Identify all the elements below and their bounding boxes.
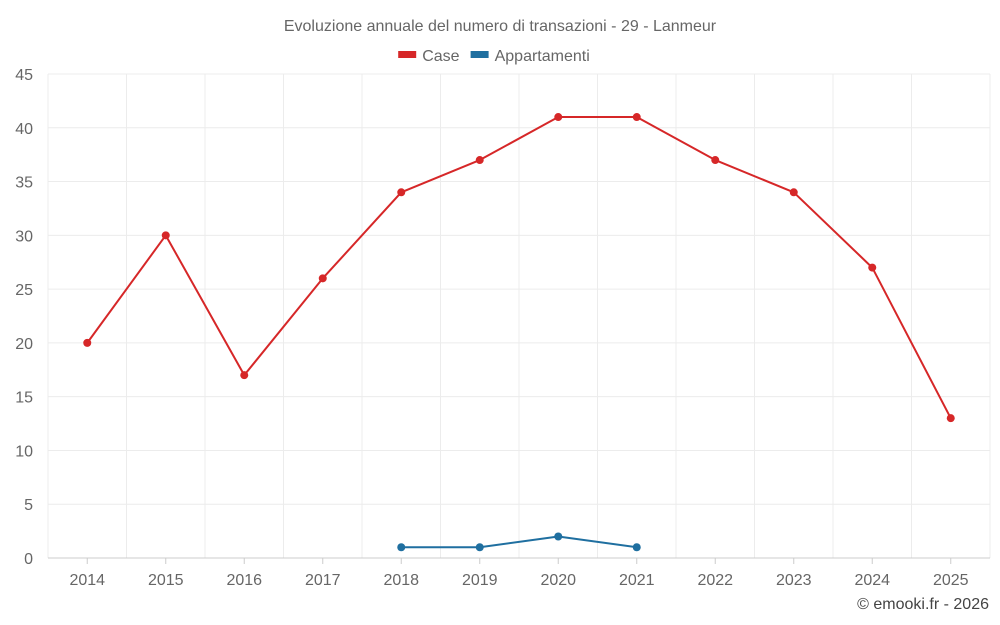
y-tick-label: 20 bbox=[15, 336, 33, 353]
credit-text: © emooki.fr - 2026 bbox=[857, 596, 989, 613]
x-tick-label: 2023 bbox=[776, 572, 812, 589]
data-point-appartamenti[interactable] bbox=[632, 543, 641, 552]
data-point-case[interactable] bbox=[475, 156, 484, 165]
legend-item-appartamenti[interactable]: Appartamenti bbox=[470, 48, 590, 65]
data-point-case[interactable] bbox=[711, 156, 720, 165]
y-tick-label: 35 bbox=[15, 175, 33, 192]
data-point-case[interactable] bbox=[397, 188, 406, 197]
y-tick-label: 30 bbox=[15, 228, 33, 245]
data-point-case[interactable] bbox=[161, 231, 170, 240]
data-point-case[interactable] bbox=[554, 113, 563, 122]
legend-label-case: Case bbox=[422, 48, 459, 65]
data-point-appartamenti[interactable] bbox=[475, 543, 484, 552]
legend-swatch-case bbox=[398, 51, 417, 58]
y-tick-label: 25 bbox=[15, 282, 33, 299]
data-point-case[interactable] bbox=[318, 274, 327, 283]
legend: Case Appartamenti bbox=[398, 48, 590, 65]
x-tick-label: 2017 bbox=[305, 572, 341, 589]
data-point-case[interactable] bbox=[632, 113, 641, 122]
data-point-case[interactable] bbox=[789, 188, 798, 197]
data-point-case[interactable] bbox=[868, 263, 877, 272]
y-tick-label: 45 bbox=[15, 67, 33, 84]
series-layer bbox=[83, 113, 955, 552]
x-tick-label: 2022 bbox=[697, 572, 733, 589]
data-point-case[interactable] bbox=[83, 338, 92, 347]
series-line-appartamenti bbox=[401, 535, 637, 549]
series-line-case bbox=[86, 116, 952, 419]
data-point-case[interactable] bbox=[240, 371, 249, 380]
x-tick-label: 2019 bbox=[462, 572, 498, 589]
y-tick-label: 10 bbox=[15, 443, 33, 460]
x-tick-label: 2025 bbox=[933, 572, 969, 589]
data-point-case[interactable] bbox=[946, 414, 955, 423]
x-tick-label: 2020 bbox=[540, 572, 576, 589]
y-tick-label: 40 bbox=[15, 121, 33, 138]
legend-swatch-appartamenti bbox=[470, 51, 489, 58]
chart-title: Evoluzione annuale del numero di transaz… bbox=[284, 18, 717, 35]
x-tick-label: 2021 bbox=[619, 572, 655, 589]
y-tick-label: 5 bbox=[24, 497, 33, 514]
x-tick-label: 2024 bbox=[854, 572, 890, 589]
data-point-appartamenti[interactable] bbox=[554, 532, 563, 541]
x-tick-label: 2018 bbox=[383, 572, 419, 589]
x-tick-label: 2014 bbox=[69, 572, 105, 589]
y-tick-label: 15 bbox=[15, 390, 33, 407]
y-tick-label: 0 bbox=[24, 551, 33, 568]
x-tick-label: 2016 bbox=[226, 572, 262, 589]
data-point-appartamenti[interactable] bbox=[397, 543, 406, 552]
x-tick-label: 2015 bbox=[148, 572, 184, 589]
legend-item-case[interactable]: Case bbox=[398, 48, 460, 65]
legend-label-appartamenti: Appartamenti bbox=[495, 48, 590, 65]
grid-layer bbox=[47, 73, 991, 559]
